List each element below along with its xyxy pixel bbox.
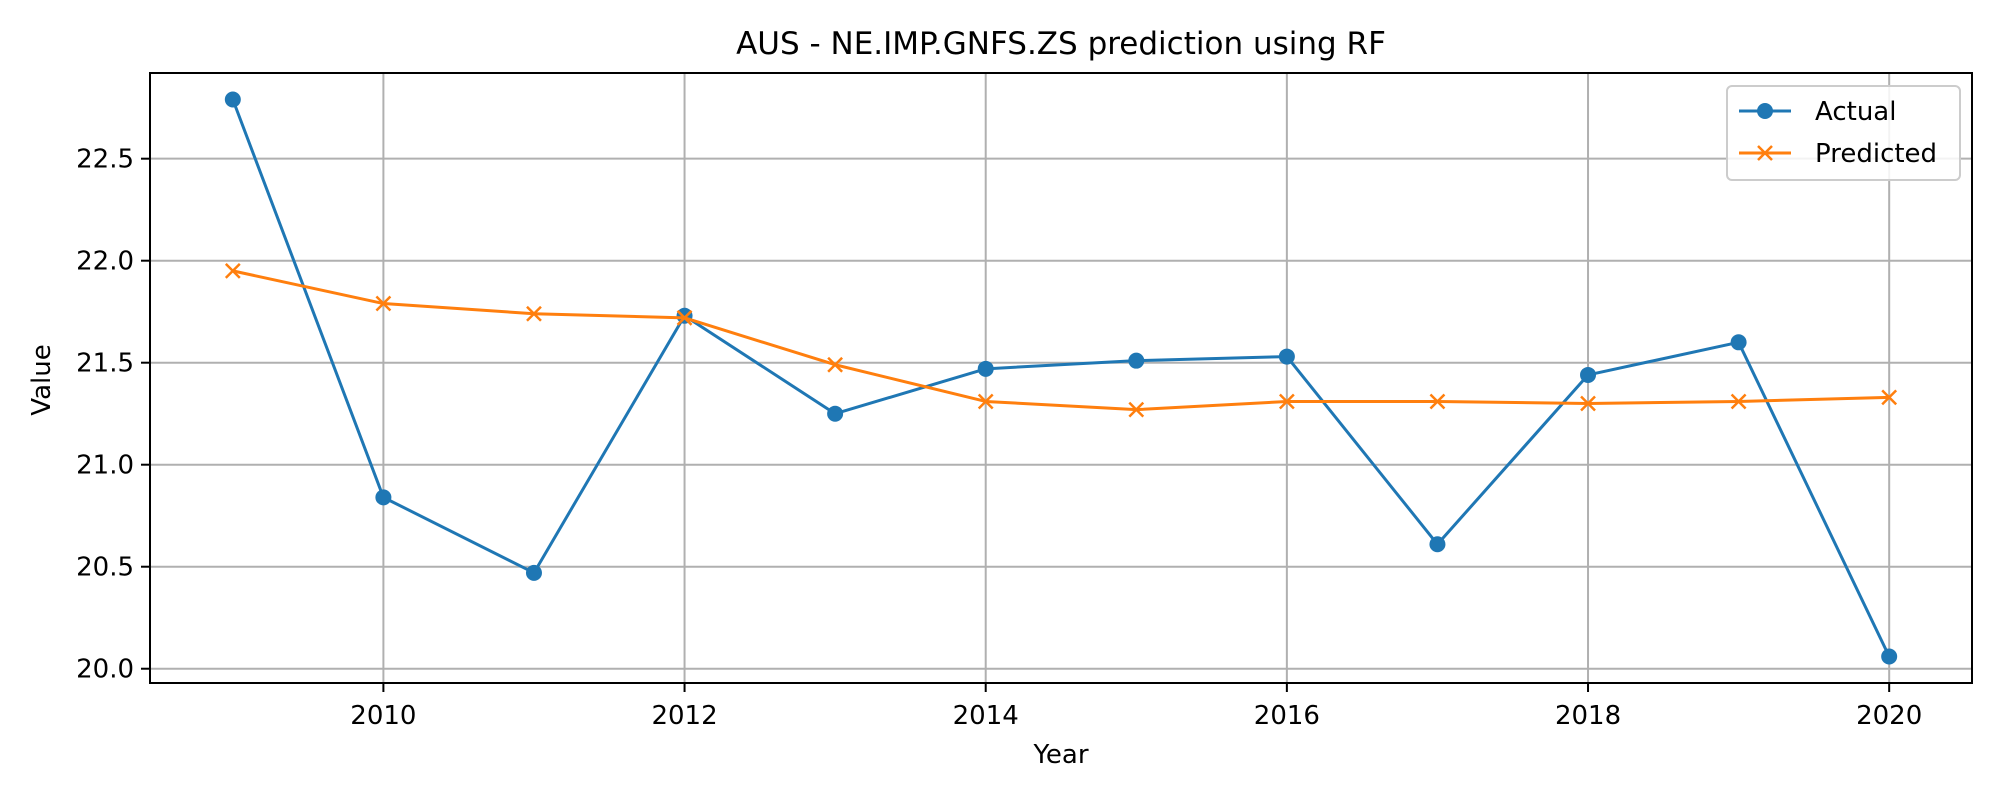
x-tick-label: 2012 — [651, 701, 717, 731]
predicted-point — [375, 295, 392, 312]
y-tick-label: 20.5 — [76, 553, 134, 583]
actual-point — [827, 405, 844, 422]
predicted-point — [1128, 401, 1145, 418]
predicted-point — [827, 356, 844, 373]
predicted-point — [1278, 393, 1295, 410]
y-tick-label: 21.0 — [76, 451, 134, 481]
y-tick-label: 22.5 — [76, 145, 134, 175]
chart-title: AUS - NE.IMP.GNFS.ZS prediction using RF — [736, 26, 1386, 62]
x-tick-label: 2018 — [1555, 701, 1621, 731]
legend-label: Predicted — [1815, 139, 1937, 169]
y-tick-label: 22.0 — [76, 247, 134, 277]
predicted-point — [1757, 145, 1773, 161]
legend-item-predicted: Predicted — [1739, 139, 1937, 169]
legend-item-actual: Actual — [1739, 97, 1896, 127]
plot-frame — [149, 72, 1973, 684]
series-group — [224, 91, 1898, 665]
actual-point — [1128, 352, 1145, 369]
x-tick-label: 2014 — [953, 701, 1019, 731]
actual-point — [1429, 536, 1446, 553]
predicted-point — [1580, 395, 1596, 412]
actual-point — [525, 564, 542, 581]
actual-point — [1881, 648, 1898, 665]
predicted-point — [1429, 393, 1446, 410]
actual-point — [977, 360, 994, 377]
actual-point — [1757, 103, 1773, 119]
x-tick-label: 2010 — [350, 701, 416, 731]
legend: Actual Predicted — [1726, 85, 1961, 181]
actual-point — [1580, 366, 1597, 383]
predicted-point — [977, 393, 994, 410]
actual-point — [375, 489, 392, 506]
actual-point — [1730, 334, 1747, 351]
y-tick-label: 21.5 — [76, 349, 134, 379]
x-tick-label: 2020 — [1856, 701, 1922, 731]
x-tick-label: 2016 — [1254, 701, 1320, 731]
predicted-point — [526, 305, 542, 322]
predicted-point — [1881, 389, 1898, 406]
y-tick-label: 20.0 — [76, 655, 134, 685]
predicted-line — [232, 269, 1890, 412]
predicted-point — [224, 263, 241, 279]
actual-point — [224, 91, 241, 108]
actual-point — [676, 307, 693, 324]
predicted-series — [224, 263, 1898, 418]
actual-line — [231, 98, 1891, 658]
x-axis-title: Year — [1032, 740, 1088, 770]
predicted-point — [676, 309, 693, 326]
actual-point — [1278, 348, 1295, 365]
y-axis-title: Value — [27, 344, 57, 415]
predicted-point — [1730, 393, 1747, 410]
legend-label: Actual — [1815, 97, 1896, 127]
axis-ticks: 2010 2012 2014 2016 2018 2020 20.0 20.5 21.0 21.5… — [76, 145, 1922, 731]
actual-series — [224, 91, 1898, 665]
